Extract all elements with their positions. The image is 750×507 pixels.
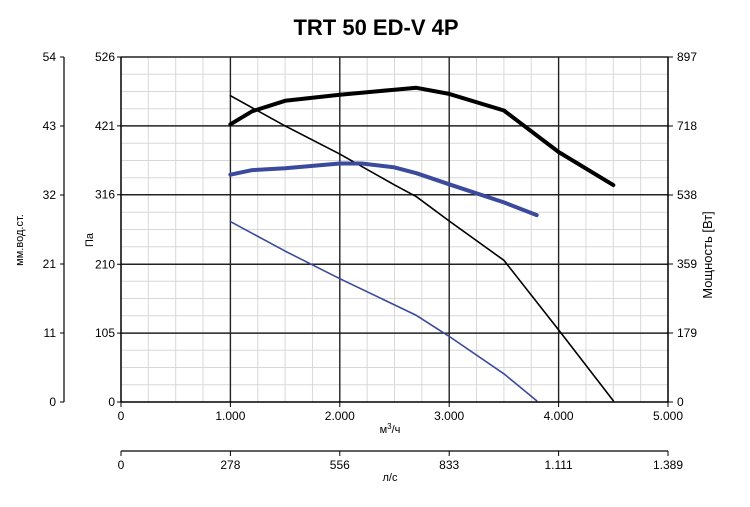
x-tick-label: 5.000 (653, 409, 683, 423)
y-right-tick-label: 718 (677, 119, 697, 133)
axes: 0 1.000 2.000 3.000 4.000 5.00001052103164215… (43, 50, 698, 472)
x2-tick-label: 556 (330, 458, 350, 472)
y-tick-label: 421 (95, 119, 115, 133)
y-right-tick-label: 538 (677, 188, 697, 202)
series-layer (228, 85, 616, 402)
pressure-curve-1 (229, 94, 615, 402)
y-tick-label: 316 (95, 188, 115, 202)
y-tick-label: 210 (95, 257, 115, 271)
x2-tick-label: 1.111 (544, 458, 573, 472)
x-tick-label: 2.000 (325, 409, 355, 423)
y-tick-label: 526 (95, 50, 115, 64)
power-curve-4 (228, 161, 539, 218)
power-curve-3 (228, 85, 616, 188)
y-axis-label: Па (84, 232, 96, 247)
y-outer-tick-label: 43 (43, 119, 57, 133)
x-tick-label: 4.000 (544, 409, 574, 423)
y-outer-tick-label: 11 (44, 326, 57, 340)
y-outer-tick-label: 54 (43, 50, 57, 64)
y-right-tick-label: 897 (677, 50, 697, 64)
x-axis-label: м3/ч (380, 422, 401, 436)
x-tick-label: 0 (118, 409, 125, 423)
y-right-tick-label: 179 (677, 326, 697, 340)
x2-tick-label: 0 (118, 458, 125, 472)
y-tick-label: 0 (108, 395, 115, 409)
x2-axis-label: л/с (383, 472, 398, 484)
y-outer-tick-label: 32 (43, 188, 57, 202)
y-outer-tick-label: 21 (43, 257, 57, 271)
pressure-curve-2 (229, 220, 538, 402)
x-tick-label: 3.000 (434, 409, 464, 423)
y-outer-axis-label: мм.вод.ст. (14, 214, 26, 266)
y-right-axis-label: Мощность [Вт] (700, 211, 715, 299)
x2-tick-label: 833 (439, 458, 459, 472)
plot-grid (121, 56, 668, 402)
y-right-tick-label: 0 (677, 395, 684, 409)
x-tick-label: 1.000 (215, 409, 245, 423)
y-right-tick-label: 359 (677, 257, 697, 271)
x2-tick-label: 1.389 (653, 458, 683, 472)
y-tick-label: 105 (95, 326, 115, 340)
y-outer-tick-label: 0 (49, 395, 56, 409)
chart-title: TRT 50 ED-V 4P (293, 15, 458, 40)
x2-tick-label: 278 (220, 458, 240, 472)
